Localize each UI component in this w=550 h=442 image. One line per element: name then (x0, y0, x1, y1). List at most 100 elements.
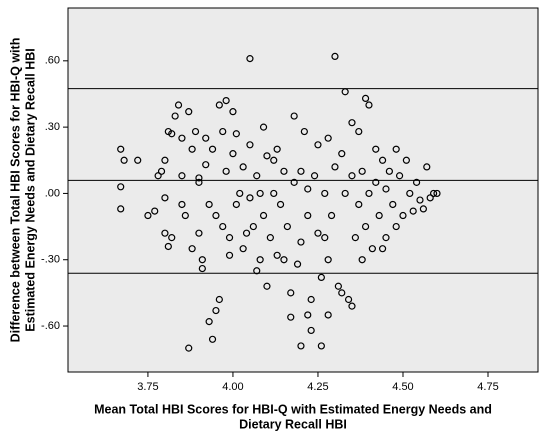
point (331, 52, 339, 61)
point (256, 256, 264, 264)
point (154, 172, 162, 180)
point (225, 251, 234, 259)
point (229, 150, 237, 158)
point (195, 178, 203, 186)
point (164, 242, 172, 251)
y-tick-label: -.60 (41, 320, 60, 332)
point (365, 101, 373, 109)
point (215, 295, 223, 304)
point (117, 145, 125, 153)
point (117, 205, 125, 213)
point (348, 302, 356, 310)
point (341, 189, 349, 198)
x-tick-label: 4.25 (307, 381, 328, 393)
point (161, 229, 169, 237)
point (198, 264, 206, 273)
point (198, 256, 206, 264)
point (378, 156, 387, 164)
point (317, 273, 325, 282)
point (212, 211, 220, 220)
y-tick-label: .30 (45, 121, 60, 133)
point (351, 234, 359, 242)
point (259, 211, 268, 220)
point (263, 152, 271, 160)
x-tick-label: 4.00 (222, 381, 243, 393)
point (382, 234, 390, 242)
point (280, 167, 288, 175)
point (222, 97, 230, 105)
point (236, 189, 244, 198)
point (372, 178, 380, 186)
x-tick-label: 4.50 (392, 381, 413, 393)
point (280, 256, 288, 264)
point (338, 289, 346, 297)
point (392, 145, 400, 153)
point (212, 306, 220, 315)
point (205, 318, 213, 326)
point (144, 211, 152, 220)
point (185, 108, 193, 116)
point (276, 200, 285, 209)
point (314, 229, 322, 237)
point (174, 101, 183, 109)
y-tick-label: .00 (45, 187, 60, 199)
point (375, 211, 383, 220)
point (215, 101, 223, 109)
point (429, 189, 438, 198)
point (202, 134, 210, 142)
point (273, 251, 281, 259)
point (392, 222, 400, 231)
point (287, 289, 295, 297)
point (117, 183, 125, 191)
point (246, 194, 254, 202)
point (232, 130, 240, 138)
point (246, 141, 254, 149)
x-tick-label: 4.75 (477, 381, 498, 393)
point (161, 194, 169, 202)
point (151, 207, 159, 215)
point (225, 234, 234, 242)
point (185, 344, 193, 352)
point (338, 150, 346, 158)
point (290, 178, 298, 186)
point (219, 222, 227, 231)
point (310, 172, 319, 180)
y-axis-label: Difference between Total HBI Scores for … (8, 38, 22, 343)
point (191, 127, 200, 136)
point (188, 145, 196, 153)
point (324, 256, 332, 264)
point (307, 326, 315, 335)
point (365, 189, 373, 198)
point (324, 311, 332, 319)
point (361, 94, 370, 102)
point (168, 234, 176, 242)
x-axis-label: Mean Total HBI Scores for HBI-Q with Est… (94, 402, 492, 416)
y-tick-label: -.30 (41, 254, 60, 266)
point (372, 145, 380, 153)
point (358, 167, 366, 175)
point (232, 200, 240, 209)
point (304, 211, 312, 220)
point (171, 112, 179, 120)
point (208, 335, 217, 343)
point (327, 211, 336, 220)
point (361, 222, 370, 231)
point (134, 156, 142, 164)
point (293, 260, 302, 268)
point (395, 172, 404, 180)
point (304, 185, 312, 193)
point (341, 88, 349, 96)
point (249, 222, 257, 231)
point (317, 342, 325, 350)
point (253, 172, 261, 180)
point (314, 141, 322, 149)
point (304, 311, 312, 319)
point (266, 234, 274, 242)
point (348, 119, 356, 127)
point (205, 200, 213, 209)
point (416, 196, 424, 204)
point (157, 167, 166, 175)
x-axis-label: Dietary Recall HBI (239, 417, 347, 431)
point (246, 55, 254, 63)
point (297, 342, 305, 350)
